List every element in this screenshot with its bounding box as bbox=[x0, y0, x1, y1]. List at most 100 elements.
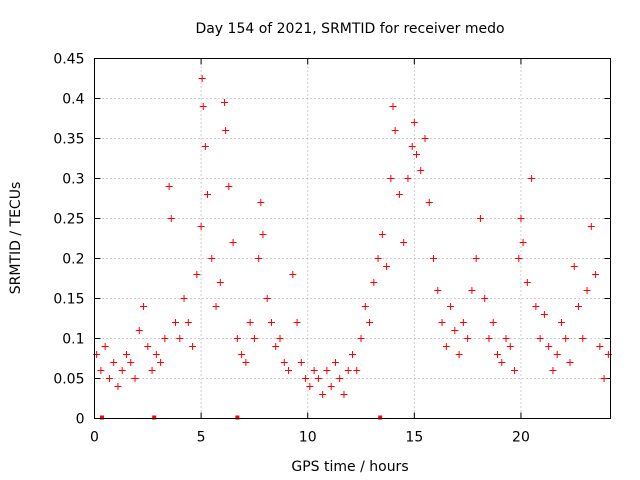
data-point bbox=[285, 367, 293, 374]
data-point bbox=[455, 351, 463, 358]
data-point bbox=[391, 127, 399, 134]
data-point bbox=[545, 343, 553, 350]
y-tick-label: 0.45 bbox=[53, 52, 84, 68]
data-point bbox=[519, 239, 527, 246]
data-point bbox=[327, 383, 335, 390]
data-point bbox=[257, 199, 265, 206]
data-point bbox=[383, 263, 391, 270]
data-point bbox=[540, 311, 548, 318]
data-point bbox=[272, 343, 280, 350]
chart-title: Day 154 of 2021, SRMTID for receiver med… bbox=[195, 21, 504, 37]
data-point bbox=[430, 255, 438, 262]
data-point bbox=[246, 319, 254, 326]
data-point bbox=[167, 215, 175, 222]
data-point bbox=[412, 151, 420, 158]
data-point bbox=[114, 383, 122, 390]
data-point bbox=[212, 303, 220, 310]
data-point bbox=[118, 367, 126, 374]
data-point bbox=[549, 367, 557, 374]
plot-frame bbox=[94, 58, 611, 419]
data-point bbox=[276, 335, 284, 342]
data-point bbox=[259, 231, 267, 238]
data-point bbox=[310, 367, 318, 374]
y-tick-label: 0.4 bbox=[62, 92, 84, 108]
data-point bbox=[425, 199, 433, 206]
data-point bbox=[176, 335, 184, 342]
data-point bbox=[493, 351, 501, 358]
y-tick-label: 0.25 bbox=[53, 212, 84, 228]
data-point bbox=[267, 319, 275, 326]
data-point bbox=[293, 319, 301, 326]
data-point bbox=[289, 271, 297, 278]
data-point bbox=[387, 175, 395, 182]
data-point bbox=[557, 319, 565, 326]
data-point bbox=[302, 375, 310, 382]
data-point bbox=[250, 335, 258, 342]
data-point bbox=[101, 343, 109, 350]
data-point bbox=[481, 295, 489, 302]
data-point bbox=[579, 335, 587, 342]
data-point bbox=[370, 279, 378, 286]
gap-markers bbox=[99, 415, 383, 420]
data-point bbox=[242, 359, 250, 366]
data-point bbox=[152, 351, 160, 358]
data-point bbox=[263, 295, 271, 302]
data-point bbox=[485, 335, 493, 342]
tick-layer: 0 0.05 0.1 0.15 0.2 0.25 0.3 0.35 0.4 0.45 0 5 10 15 2… bbox=[53, 52, 611, 446]
data-point bbox=[476, 215, 484, 222]
data-point bbox=[198, 75, 206, 82]
x-tick-label: 0 bbox=[90, 430, 99, 446]
data-point bbox=[344, 367, 352, 374]
data-point bbox=[459, 319, 467, 326]
data-point bbox=[353, 367, 361, 374]
gap-marker bbox=[152, 415, 157, 420]
y-tick-label: 0.3 bbox=[62, 172, 84, 188]
y-tick-label: 0.35 bbox=[53, 132, 84, 148]
data-point bbox=[180, 295, 188, 302]
data-point bbox=[378, 231, 386, 238]
y-tick-label: 0.1 bbox=[62, 332, 84, 348]
data-point bbox=[225, 183, 233, 190]
data-point bbox=[511, 367, 519, 374]
data-point bbox=[221, 99, 229, 106]
data-point bbox=[319, 391, 327, 398]
data-point bbox=[583, 287, 591, 294]
data-point bbox=[536, 335, 544, 342]
data-point bbox=[447, 303, 455, 310]
data-point bbox=[553, 351, 561, 358]
data-point bbox=[506, 343, 514, 350]
data-point bbox=[528, 175, 536, 182]
data-point bbox=[442, 343, 450, 350]
data-point bbox=[314, 375, 322, 382]
data-point bbox=[110, 359, 118, 366]
data-point bbox=[197, 223, 205, 230]
data-point bbox=[280, 359, 288, 366]
grid-layer bbox=[94, 58, 611, 419]
data-point bbox=[122, 351, 130, 358]
data-point bbox=[349, 351, 356, 358]
x-tick-label: 5 bbox=[197, 430, 206, 446]
data-point bbox=[184, 319, 192, 326]
data-point bbox=[366, 319, 374, 326]
data-point bbox=[331, 359, 339, 366]
x-axis-label: GPS time / hours bbox=[291, 459, 408, 475]
data-point bbox=[131, 375, 139, 382]
data-point bbox=[523, 279, 531, 286]
data-point bbox=[208, 255, 216, 262]
data-point bbox=[532, 303, 540, 310]
data-point bbox=[127, 359, 135, 366]
data-point bbox=[408, 143, 416, 150]
x-tick-label: 15 bbox=[405, 430, 423, 446]
gap-marker bbox=[235, 415, 240, 420]
y-tick-label: 0.05 bbox=[53, 372, 84, 388]
data-point bbox=[135, 327, 143, 334]
data-point bbox=[395, 191, 403, 198]
y-axis-label: SRMTID / TECUs bbox=[8, 182, 24, 295]
data-point bbox=[199, 103, 207, 110]
data-point bbox=[144, 343, 152, 350]
x-tick-label: 20 bbox=[512, 430, 530, 446]
data-point bbox=[165, 183, 173, 190]
data-point bbox=[233, 335, 241, 342]
data-point bbox=[105, 375, 113, 382]
data-point bbox=[417, 167, 425, 174]
